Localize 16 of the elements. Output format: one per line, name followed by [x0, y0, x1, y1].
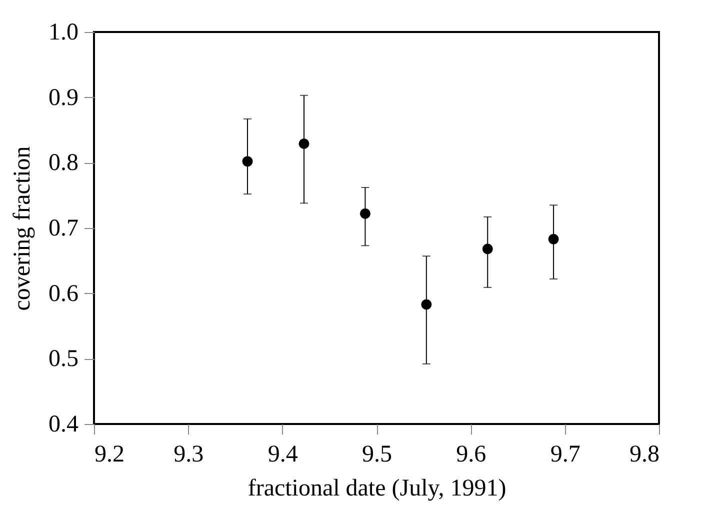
y-tick-label: 1.0	[48, 20, 78, 46]
x-tick-label: 9.2	[94, 442, 124, 468]
x-tick-label: 9.8	[630, 442, 660, 468]
x-axis-title: fractional date (July, 1991)	[248, 476, 506, 502]
x-tick-label: 9.4	[268, 442, 298, 468]
x-tick-label: 9.5	[362, 442, 392, 468]
x-tick-label: 9.3	[174, 442, 204, 468]
y-tick-label: 0.8	[48, 150, 78, 176]
x-tick-label: 9.6	[456, 442, 486, 468]
y-tick-label: 0.5	[48, 346, 78, 372]
y-tick-label: 0.7	[48, 216, 78, 242]
y-axis-title: covering fraction	[10, 146, 36, 311]
x-tick-label: 9.7	[550, 442, 580, 468]
y-tick-label: 0.9	[48, 84, 78, 111]
y-tick-label: 0.6	[48, 280, 78, 307]
y-tick-label: 0.4	[48, 412, 78, 438]
